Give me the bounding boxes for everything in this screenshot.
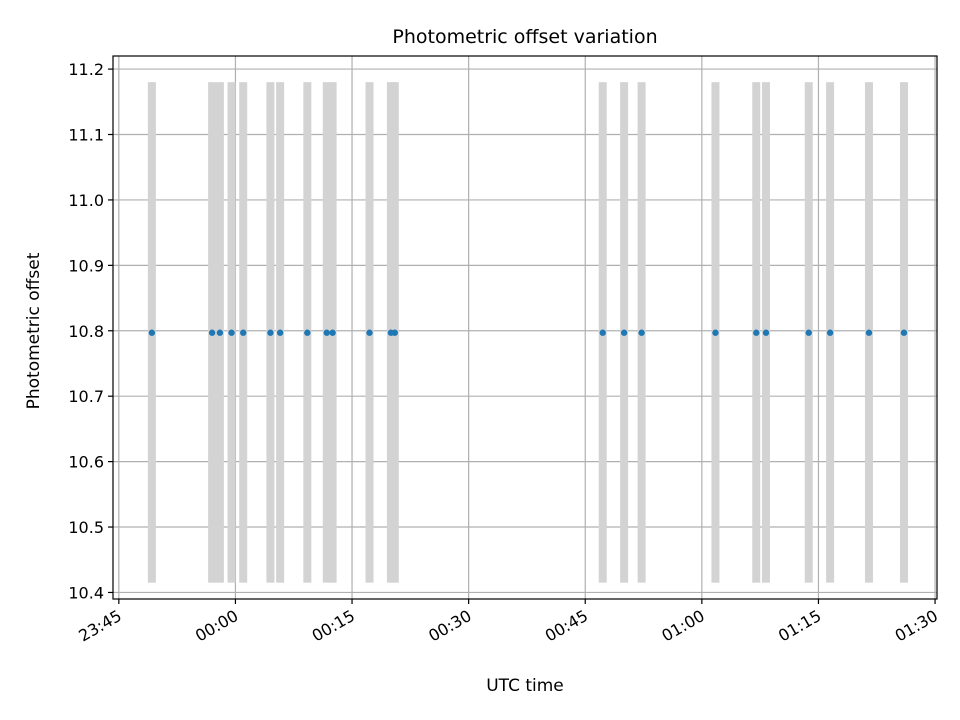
y-tick-label: 10.9 bbox=[68, 256, 104, 275]
chart-title: Photometric offset variation bbox=[392, 26, 657, 48]
exposure-bands bbox=[147, 82, 908, 583]
grid bbox=[113, 56, 937, 599]
data-point bbox=[240, 329, 247, 336]
y-tick-label: 11.0 bbox=[68, 191, 104, 210]
x-tick-label: 00:15 bbox=[309, 606, 358, 646]
data-point bbox=[366, 329, 373, 336]
data-point bbox=[826, 329, 834, 336]
y-tick-label: 10.4 bbox=[68, 583, 104, 602]
y-axis: 10.4 10.5 10.6 10.7 10.8 10.9 11.0 11.1 11.2 bbox=[68, 60, 113, 602]
y-axis-label: Photometric offset bbox=[24, 252, 44, 409]
x-axis: 23:45 00:00 00:15 00:30 00:45 01:00 01:15 01:30 bbox=[75, 599, 941, 646]
y-tick-label: 10.6 bbox=[68, 453, 104, 472]
x-tick-label: 01:30 bbox=[892, 606, 941, 646]
data-point bbox=[712, 329, 719, 336]
x-tick-label: 00:30 bbox=[425, 606, 474, 646]
data-point bbox=[805, 329, 812, 336]
data-point bbox=[148, 329, 156, 336]
data-point bbox=[323, 329, 330, 336]
x-tick-label: 00:00 bbox=[192, 606, 241, 646]
x-tick-label: 01:00 bbox=[658, 606, 707, 646]
data-point bbox=[762, 329, 770, 336]
y-tick-label: 11.2 bbox=[68, 60, 104, 79]
y-tick-label: 10.8 bbox=[68, 322, 104, 341]
data-point bbox=[865, 329, 873, 336]
data-point bbox=[208, 329, 216, 336]
data-point bbox=[391, 329, 398, 336]
data-point bbox=[228, 329, 235, 336]
data-point bbox=[216, 329, 224, 336]
y-tick-label: 10.7 bbox=[68, 387, 104, 406]
data-points bbox=[148, 329, 908, 336]
y-tick-label: 10.5 bbox=[68, 518, 104, 537]
data-point bbox=[900, 329, 908, 336]
data-point bbox=[304, 329, 311, 336]
x-tick-label: 00:45 bbox=[542, 606, 591, 646]
data-point bbox=[599, 329, 606, 336]
x-tick-label: 01:15 bbox=[775, 606, 824, 646]
data-point bbox=[267, 329, 274, 336]
data-point bbox=[638, 329, 645, 336]
x-tick-label: 23:45 bbox=[75, 606, 124, 646]
data-point bbox=[620, 329, 628, 336]
data-point bbox=[276, 329, 284, 336]
x-axis-label: UTC time bbox=[486, 676, 564, 696]
data-point bbox=[329, 329, 336, 336]
y-tick-label: 11.1 bbox=[68, 126, 104, 145]
plot-frame bbox=[112, 55, 938, 600]
data-point bbox=[753, 329, 760, 336]
